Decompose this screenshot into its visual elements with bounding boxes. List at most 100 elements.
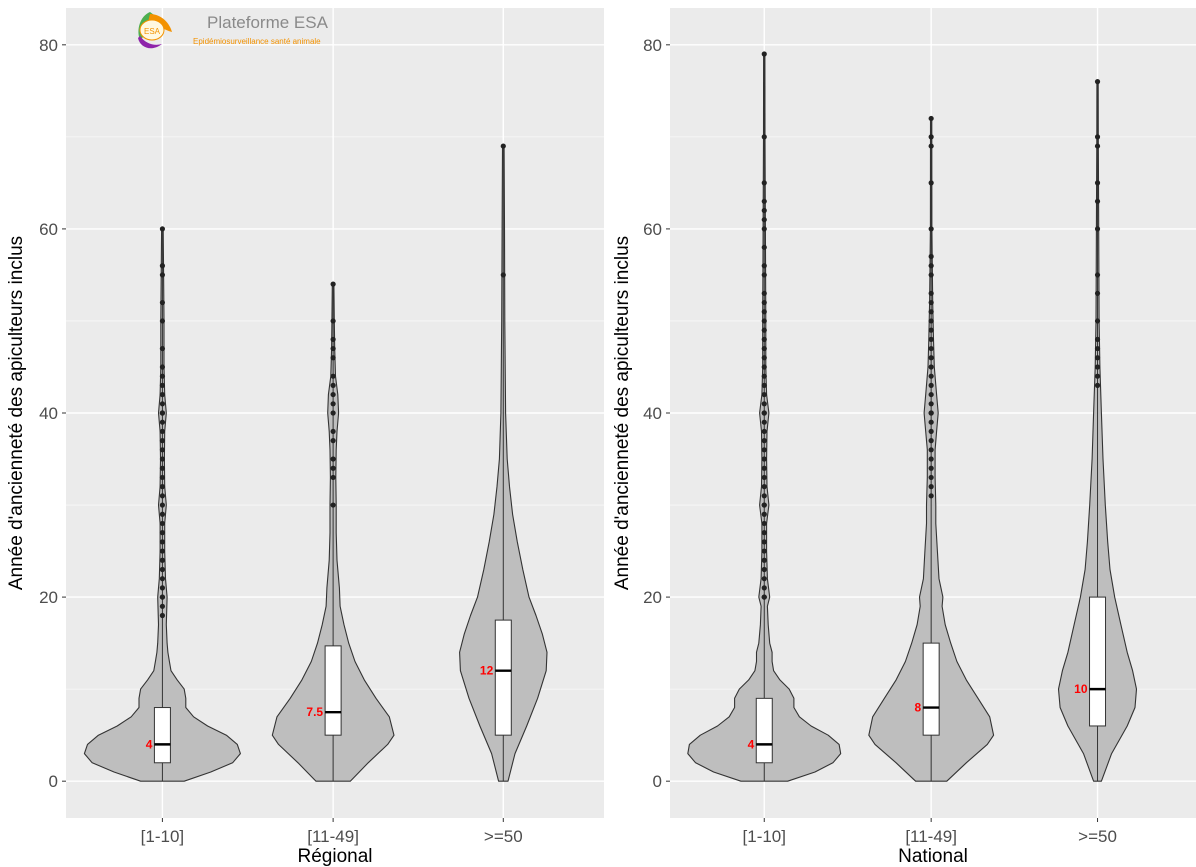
outlier-point xyxy=(761,217,767,223)
outlier-point xyxy=(761,447,767,453)
outlier-point xyxy=(761,327,767,333)
outlier-point xyxy=(761,438,767,444)
outlier-point xyxy=(928,364,934,370)
y-tick-label: 60 xyxy=(643,220,662,239)
outlier-point xyxy=(761,585,767,591)
outlier-point xyxy=(761,198,767,204)
outlier-point xyxy=(761,456,767,462)
outlier-point xyxy=(330,373,336,379)
y-axis-title: Année d'ancienneté des apiculteurs inclu… xyxy=(612,236,633,590)
outlier-point xyxy=(500,272,506,278)
outlier-point xyxy=(1094,373,1101,379)
outlier-point xyxy=(761,318,767,324)
outlier-point xyxy=(330,410,336,416)
x-tick-label: [11-49] xyxy=(307,827,359,846)
outlier-point xyxy=(159,603,166,609)
outlier-point xyxy=(159,382,166,388)
outlier-point xyxy=(928,318,934,324)
outlier-point xyxy=(1094,355,1101,361)
logo-title: Plateforme ESA xyxy=(207,13,329,32)
box-iqr xyxy=(755,697,773,764)
outlier-point xyxy=(330,345,336,352)
outlier-point xyxy=(330,391,336,398)
outlier-point xyxy=(159,557,166,563)
outlier-point xyxy=(1094,345,1101,352)
chart-panels: 0 20 40 60 80 Année d'ancienneté des apiculte… xyxy=(6,8,1196,867)
outlier-point xyxy=(928,226,934,232)
outlier-point xyxy=(159,465,166,471)
outlier-point xyxy=(761,180,767,186)
outlier-point xyxy=(159,419,166,425)
x-axis-title: Régional xyxy=(298,846,373,867)
outlier-point xyxy=(928,272,934,278)
box-iqr xyxy=(324,645,342,736)
outlier-point xyxy=(330,382,336,388)
outlier-point xyxy=(159,566,166,573)
outlier-point xyxy=(159,345,166,352)
outlier-point xyxy=(928,474,934,481)
x-tick-label: [11-49] xyxy=(905,827,957,846)
y-tick-label: 20 xyxy=(39,588,58,607)
outlier-point xyxy=(761,336,767,342)
outlier-point xyxy=(1094,134,1101,140)
median-label: 4 xyxy=(146,737,153,751)
outlier-point xyxy=(1094,272,1101,278)
outlier-point xyxy=(761,410,767,416)
outlier-point xyxy=(159,318,166,324)
outlier-point xyxy=(159,226,166,232)
outlier-point xyxy=(928,428,934,435)
y-tick-label: 40 xyxy=(39,404,58,423)
outlier-point xyxy=(1094,198,1101,204)
outlier-point xyxy=(330,355,336,361)
outlier-point xyxy=(159,364,166,370)
outlier-point xyxy=(928,263,934,269)
outlier-point xyxy=(928,355,934,361)
median-label: 12 xyxy=(480,664,494,678)
y-tick-label: 40 xyxy=(643,404,662,423)
outlier-point xyxy=(761,263,767,269)
outlier-point xyxy=(159,272,166,278)
y-tick-label: 80 xyxy=(39,36,58,55)
box-iqr xyxy=(494,619,512,736)
outlier-point xyxy=(761,382,767,388)
y-tick-label: 60 xyxy=(39,220,58,239)
outlier-point xyxy=(761,290,767,296)
outlier-point xyxy=(159,576,166,582)
outlier-point xyxy=(1094,290,1101,296)
outlier-point xyxy=(761,465,767,471)
outlier-point xyxy=(928,115,934,122)
outlier-point xyxy=(159,447,166,453)
outlier-point xyxy=(761,134,767,140)
outlier-point xyxy=(1094,336,1101,342)
logo-subtitle: Epidémiosurveillance santé animale xyxy=(193,37,321,46)
outlier-point xyxy=(159,539,166,545)
logo-mark-purple xyxy=(138,36,162,49)
outlier-point xyxy=(761,548,767,554)
outlier-point xyxy=(330,502,336,508)
outlier-point xyxy=(330,438,336,444)
logo-mark-text: ESA xyxy=(144,27,161,36)
y-tick-label: 0 xyxy=(49,772,58,791)
outlier-point xyxy=(928,373,934,379)
outlier-point xyxy=(928,336,934,342)
outlier-point xyxy=(761,520,767,527)
outlier-point xyxy=(928,484,934,490)
outlier-point xyxy=(159,474,166,481)
outlier-point xyxy=(159,520,166,527)
outlier-point xyxy=(761,373,767,379)
outlier-point xyxy=(761,309,767,315)
x-axis-title: National xyxy=(898,846,968,867)
outlier-point xyxy=(761,576,767,582)
outlier-point xyxy=(928,327,934,333)
median-label: 10 xyxy=(1074,682,1088,696)
outlier-point xyxy=(1094,382,1101,388)
outlier-point xyxy=(761,226,767,232)
outlier-point xyxy=(330,428,336,435)
box-iqr xyxy=(153,707,171,764)
outlier-point xyxy=(159,373,166,379)
outlier-point xyxy=(159,585,166,591)
x-tick-label: >=50 xyxy=(1078,827,1117,846)
x-tick-label: [1-10] xyxy=(743,827,786,846)
outlier-point xyxy=(500,143,506,149)
